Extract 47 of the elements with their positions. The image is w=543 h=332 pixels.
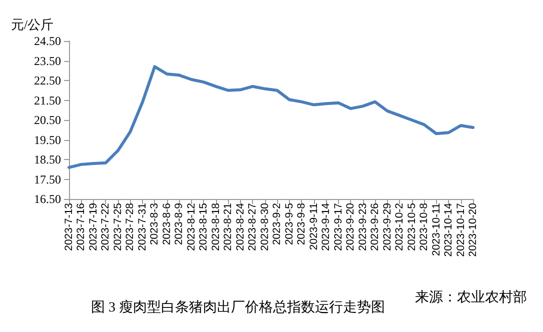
x-tick-label: 2023-10-11 — [430, 202, 442, 256]
x-tick-label: 2023-9-11 — [308, 202, 320, 250]
x-tick-label: 2023-8-24 — [234, 202, 246, 251]
x-tick-label: 2023-10-8 — [418, 202, 430, 251]
x-tick-label: 2023-9-5 — [283, 202, 296, 246]
x-tick-label: 2023-9-23 — [356, 202, 369, 251]
x-tick-label: 2023-10-2 — [394, 202, 406, 251]
x-tick-label: 2023-7-16 — [75, 202, 88, 251]
x-tick-label: 2023-8-27 — [246, 202, 259, 251]
x-tick-label: 2023-9-26 — [369, 202, 382, 251]
x-tick-label: 2023-7-25 — [112, 202, 124, 251]
y-tick-label: 24.50 — [34, 34, 61, 48]
x-tick-label: 2023-7-19 — [87, 202, 100, 251]
x-tick-label: 2023-9-17 — [332, 202, 344, 251]
x-tick-label: 2023-9-29 — [381, 202, 394, 251]
x-tick-label: 2023-7-31 — [136, 202, 148, 251]
x-tick-label: 2023-8-18 — [210, 202, 222, 251]
x-tick-label: 2023-8-6 — [160, 202, 173, 246]
x-tick-label: 2023-10-20 — [467, 202, 479, 257]
x-tick-label: 2023-8-15 — [198, 202, 210, 251]
x-tick-label: 2023-10-17 — [454, 202, 467, 257]
x-tick-label: 2023-9-20 — [344, 202, 357, 251]
y-tick-label: 23.50 — [34, 54, 61, 68]
y-tick-label: 17.50 — [34, 172, 61, 186]
x-tick-label: 2023-7-22 — [100, 202, 112, 251]
x-tick-label: 2023-8-3 — [148, 202, 161, 246]
x-tick-label: 2023-7-28 — [124, 202, 136, 251]
x-tick-label: 2023-9-8 — [296, 202, 308, 246]
x-tick-label: 2023-8-12 — [185, 202, 198, 251]
y-tick-label: 19.50 — [34, 132, 61, 147]
y-tick-label: 22.50 — [34, 74, 61, 88]
x-tick-label: 2023-8-21 — [222, 202, 234, 251]
x-tick-label: 2023-10-5 — [406, 202, 418, 251]
y-tick-label: 21.50 — [34, 93, 61, 108]
x-tick-label: 2023-8-30 — [258, 202, 271, 251]
text: 图 3 瘦肉型白条猪肉出厂价格总指数运行走势图 — [91, 300, 385, 316]
line-series — [68, 65, 474, 169]
x-tick-label: 2023-7-13 — [63, 202, 75, 251]
y-tick-label: 18.50 — [34, 152, 61, 166]
x-tick-label: 2023-8-9 — [173, 202, 186, 246]
x-tick-label: 2023-9-2 — [271, 202, 284, 246]
x-tick-label: 2023-10-14 — [442, 202, 455, 257]
y-axis-title: 元/公斤 — [11, 17, 54, 32]
y-tick-label: 20.50 — [34, 113, 61, 127]
y-tick-label: 16.50 — [34, 192, 61, 206]
x-tick-label: 2023-9-14 — [320, 202, 332, 251]
source-note: 来源：农业农村部 — [415, 290, 527, 306]
